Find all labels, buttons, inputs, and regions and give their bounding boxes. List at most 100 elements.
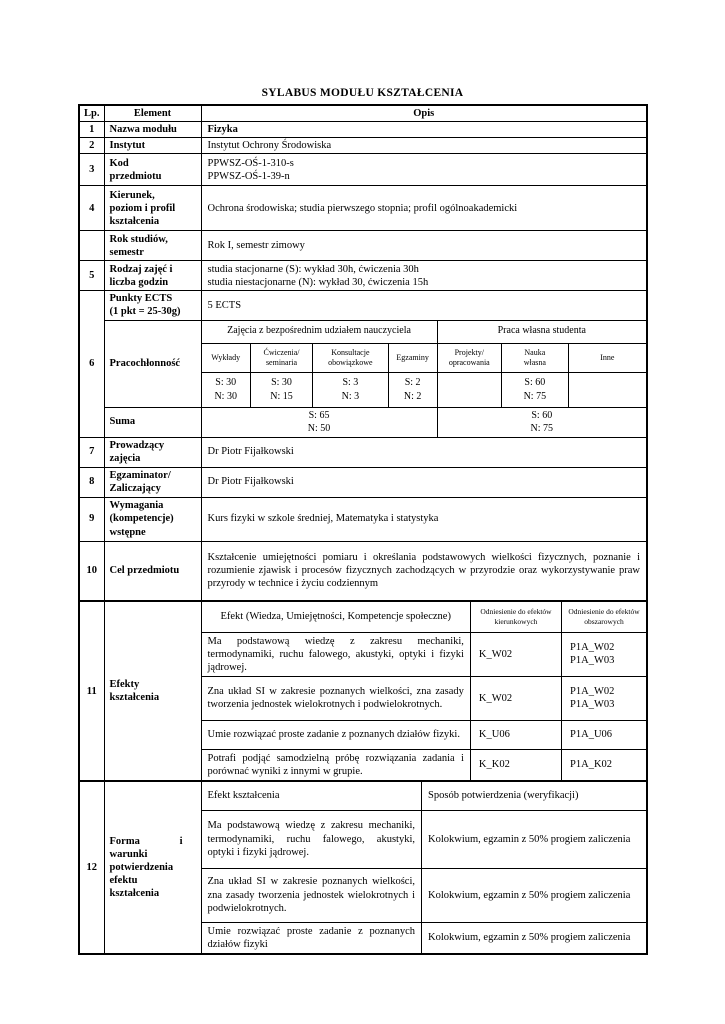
efekty-row: Zna układ SI w zakresie poznanych wielko… [201,675,646,721]
row-punkty-ects: 6 Punkty ECTS (1 pkt = 25-30g) 5 ECTS [78,290,648,438]
sposob-text: Kolokwium, egzamin z 50% progiem zalicze… [421,921,646,953]
opis-value: Kształcenie umiejętności pomiaru i okreś… [200,540,648,602]
efekt-text: Ma podstawową wiedzę z zakresu mechaniki… [201,631,471,677]
col-header-element: Element [103,104,202,122]
forma-header-row: Efekt kształcenia Sposób potwierdzenia (… [201,782,646,811]
workload-values-row: S: 30 N: 30 S: 30 N: 15 S: 3 N: 3 S: 2 N… [201,371,646,407]
row-wymagania: 9 Wymagania (kompetencje) wstępne Kurs f… [78,496,648,542]
efekty-col-header-kierunkowe: Odniesienie do efektów kierunkowych [469,602,563,633]
element-label: Rok studiów, semestr [103,230,202,262]
lp-cell: 3 [78,153,105,187]
col-header-opis: Opis [200,104,648,122]
lp-cell [78,230,105,262]
workload-hours: S: 30 N: 30 [201,371,251,407]
efekt-kierunkowy-code: K_W02 [469,631,563,677]
lp-cell: 5 [78,260,105,292]
workload-col-header: Egzaminy [387,342,438,373]
syllabus-table: Lp. Element Opis 1 Nazwa modułu Fizyka 2… [78,104,648,955]
efekt-obszarowy-code: P1A_U06 [561,719,646,750]
opis-value: Dr Piotr Fijałkowski [200,436,648,468]
efekty-col-header-obszarowe: Odniesienie do efektów obszarowych [561,602,646,633]
row-kierunek: 4 Kierunek, poziom i profil kształcenia … [78,185,648,232]
row-cel-przedmiotu: 10 Cel przedmiotu Kształcenie umiejętnoś… [78,540,648,602]
row-prowadzacy: 7 Prowadzący zajęcia Dr Piotr Fijałkowsk… [78,436,648,468]
suma-table: S: 65 N: 50 S: 60 N: 75 [201,407,646,437]
row-egzaminator: 8 Egzaminator/ Zaliczający Dr Piotr Fija… [78,466,648,498]
element-label: Instytut [103,137,202,155]
efekt-text: Ma podstawową wiedzę z zakresu mechaniki… [201,809,423,869]
element-label: Suma [103,406,202,438]
row-pracochlonnosc: Pracochłonność Zajęcia z bezpośrednim ud… [79,319,648,408]
efekt-text: Potrafi podjąć samodzielną próbę rozwiąz… [201,748,471,781]
efekt-obszarowy-code: P1A_W02 P1A_W03 [561,675,646,721]
element-label: Cel przedmiotu [103,540,202,602]
opis-value: Ochrona środowiska; studia pierwszego st… [200,185,648,232]
efekt-obszarowy-code: P1A_W02 P1A_W03 [561,631,646,677]
sposob-text: Kolokwium, egzamin z 50% progiem zalicze… [421,867,646,923]
suma-values-row: S: 65 N: 50 S: 60 N: 75 [201,407,646,437]
efekty-row: Umie rozwiązać proste zadanie z poznanyc… [201,719,646,750]
efekty-header-row: Efekt (Wiedza, Umiejętności, Kompetencje… [201,602,646,633]
opis-value: Rok I, semestr zimowy [200,230,648,262]
efekty-row: Ma podstawową wiedzę z zakresu mechaniki… [201,631,646,677]
workload-hours [436,371,503,407]
group-header-student: Praca własna studenta [436,320,646,344]
workload-col-header: Ćwiczenia/ seminaria [249,342,314,373]
table-header-row: Lp. Element Opis [78,104,648,122]
element-label: Egzaminator/ Zaliczający [103,466,202,498]
element-label: Wymagania (kompetencje) wstępne [103,496,202,542]
element-label: Efekty kształcenia [103,599,202,782]
suma-student-hours: S: 60 N: 75 [436,407,646,437]
efekty-row: Potrafi podjąć samodzielną próbę rozwiąz… [201,748,646,781]
pracochlonnosc-table: Zajęcia z bezpośrednim udziałem nauczyci… [201,320,646,407]
forma-table: Efekt kształcenia Sposób potwierdzenia (… [201,782,646,953]
element-label: Rodzaj zajęć i liczba godzin [103,260,202,292]
efekt-kierunkowy-code: K_K02 [469,748,563,781]
document-title: SYLABUS MODUŁU KSZTAŁCENIA [261,87,464,99]
lp-cell: 11 [78,599,105,782]
col-header-lp: Lp. [78,104,105,122]
lp-cell: 8 [78,466,105,498]
forma-row: Ma podstawową wiedzę z zakresu mechaniki… [201,809,646,869]
workload-column-header-row: Wykłady Ćwiczenia/ seminaria Konsultacje… [201,342,646,373]
workload-col-header: Projekty/ opracowania [436,342,503,373]
row-suma: Suma S: 65 N: 50 S: 60 N: 75 [79,406,648,438]
forma-col-header-sposob: Sposób potwierdzenia (weryfikacji) [421,782,646,811]
suma-teacher-hours: S: 65 N: 50 [201,407,438,437]
workload-col-header: Inne [567,342,646,373]
efekt-text: Zna układ SI w zakresie poznanych wielko… [201,867,423,923]
workload-col-header: Konsultacje obowiązkowe [312,342,389,373]
opis-value: Kurs fizyki w szkole średniej, Matematyk… [200,496,648,542]
row-rodzaj-zajec: 5 Rodzaj zajęć i liczba godzin studia st… [78,260,648,292]
opis-value: 5 ECTS [200,290,648,321]
lp-cell: 6 [78,290,105,438]
efekt-obszarowy-code: P1A_K02 [561,748,646,781]
element-label: Prowadzący zajęcia [103,436,202,468]
workload-hours: S: 60 N: 75 [501,371,569,407]
sposob-text: Kolokwium, egzamin z 50% progiem zalicze… [421,809,646,869]
efekt-kierunkowy-code: K_W02 [469,675,563,721]
forma-col-header-efekt: Efekt kształcenia [201,782,423,811]
row-instytut: 2 Instytut Instytut Ochrony Środowiska [78,137,648,155]
lp-cell: 2 [78,137,105,155]
workload-hours: S: 30 N: 15 [249,371,314,407]
lp-cell: 1 [78,120,105,139]
element-label: Forma i warunki potwierdzenia efektu ksz… [103,780,202,955]
opis-value: Instytut Ochrony Środowiska [200,137,648,155]
efekt-kierunkowy-code: K_U06 [469,719,563,750]
lp-cell: 4 [78,185,105,232]
lp-cell: 7 [78,436,105,468]
workload-hours: S: 2 N: 2 [387,371,438,407]
efekty-table: Efekt (Wiedza, Umiejętności, Kompetencje… [201,602,646,781]
row-kod-przedmiotu: 3 Kod przedmiotu PPWSZ-OŚ-1-310-s PPWSZ-… [78,153,648,187]
element-label: Punkty ECTS (1 pkt = 25-30g) [103,290,202,321]
forma-row: Zna układ SI w zakresie poznanych wielko… [201,867,646,923]
efekt-text: Umie rozwiązać proste zadanie z poznanyc… [201,921,423,953]
opis-value: studia stacjonarne (S): wykład 30h, ćwic… [200,260,648,292]
row-rok-studiow: Rok studiów, semestr Rok I, semestr zimo… [78,230,648,262]
forma-row: Umie rozwiązać proste zadanie z poznanyc… [201,921,646,953]
lp-cell: 10 [78,540,105,602]
element-label: Nazwa modułu [103,120,202,139]
workload-hours: S: 3 N: 3 [312,371,389,407]
